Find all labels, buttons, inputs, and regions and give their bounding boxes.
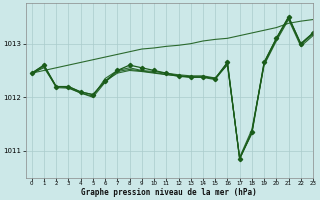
X-axis label: Graphe pression niveau de la mer (hPa): Graphe pression niveau de la mer (hPa)	[82, 188, 257, 197]
